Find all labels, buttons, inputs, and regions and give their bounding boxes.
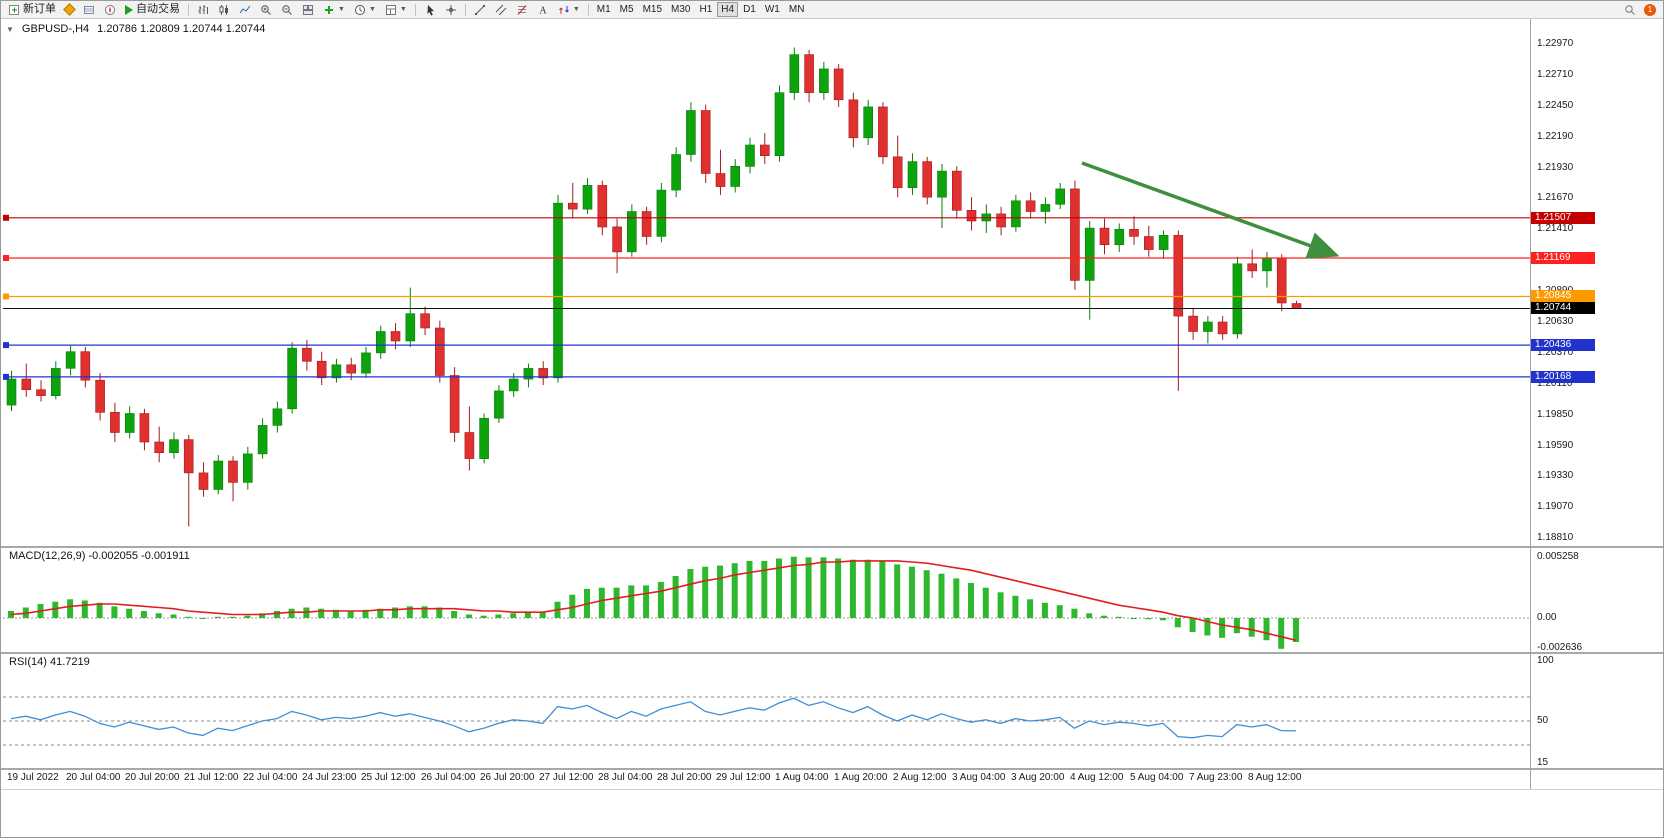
price-axis-border bbox=[1530, 18, 1531, 789]
macd-scale-zero: 0.00 bbox=[1537, 612, 1557, 623]
market-watch-button[interactable] bbox=[61, 2, 78, 17]
macd-panel bbox=[3, 556, 1530, 649]
panel-divider[interactable] bbox=[1, 546, 1663, 548]
cursor-button[interactable] bbox=[420, 2, 440, 17]
toolbar-separator bbox=[464, 3, 466, 16]
bar-chart-icon bbox=[197, 4, 209, 16]
toolbar: 新订单 自动交易 bbox=[1, 1, 1663, 19]
rsi-label: RSI(14) 41.7219 bbox=[9, 656, 90, 668]
tile-windows-button[interactable] bbox=[298, 2, 318, 17]
indicators-button[interactable]: ▼ bbox=[319, 2, 349, 17]
channel-icon bbox=[495, 4, 507, 16]
navigator-icon bbox=[104, 4, 116, 16]
data-window-button[interactable] bbox=[79, 2, 99, 17]
panel-divider[interactable] bbox=[1, 768, 1663, 770]
search-button[interactable] bbox=[1620, 2, 1640, 17]
candles bbox=[6, 47, 1302, 527]
line-chart-button[interactable] bbox=[235, 2, 255, 17]
timeframe-d1-button[interactable]: D1 bbox=[739, 2, 760, 17]
text-icon: A bbox=[537, 4, 549, 16]
periods-button[interactable]: ▼ bbox=[350, 2, 380, 17]
timeframe-m1-button[interactable]: M1 bbox=[593, 2, 615, 17]
chart-frame-bottom bbox=[1, 789, 1663, 790]
toolbar-separator bbox=[587, 3, 589, 16]
rsi-scale-15: 15 bbox=[1537, 757, 1549, 768]
timeframe-w1-button[interactable]: W1 bbox=[761, 2, 784, 17]
horizontal-lines bbox=[3, 214, 1530, 380]
timeframe-mn-button[interactable]: MN bbox=[785, 2, 809, 17]
tile-windows-icon bbox=[302, 4, 314, 16]
fibonacci-button[interactable] bbox=[512, 2, 532, 17]
zoom-out-icon bbox=[281, 4, 293, 16]
navigator-button[interactable] bbox=[100, 2, 120, 17]
chevron-down-icon: ▼ bbox=[368, 5, 376, 13]
search-icon bbox=[1624, 4, 1636, 16]
trend-arrow bbox=[1081, 161, 1340, 259]
macd-scale-min: -0.002636 bbox=[1537, 642, 1583, 653]
arrows-icon bbox=[558, 4, 570, 16]
macd-label: MACD(12,26,9) -0.002055 -0.001911 bbox=[9, 550, 190, 562]
toolbar-separator bbox=[188, 3, 189, 16]
chevron-down-icon: ▼ bbox=[338, 5, 345, 13]
channel-button[interactable] bbox=[491, 2, 511, 17]
autotrading-icon bbox=[125, 4, 133, 15]
candlestick-chart-button[interactable] bbox=[214, 2, 234, 17]
zoom-in-button[interactable] bbox=[256, 2, 276, 17]
chevron-down-icon: ▼ bbox=[399, 5, 407, 13]
text-tool-button[interactable]: A bbox=[533, 2, 553, 17]
autotrading-label: 自动交易 bbox=[136, 3, 180, 15]
zoom-out-button[interactable] bbox=[277, 2, 297, 17]
one-click-trading-toggle[interactable]: ▼ bbox=[6, 24, 14, 34]
chart-title: ▼ GBPUSD-,H4 1.20786 1.20809 1.20744 1.2… bbox=[6, 23, 265, 35]
fibonacci-icon bbox=[516, 4, 528, 16]
arrows-tool-button[interactable]: ▼ bbox=[554, 2, 584, 17]
timeframe-m15-button[interactable]: M15 bbox=[639, 2, 666, 17]
bar-chart-button[interactable] bbox=[193, 2, 213, 17]
timeframe-m5-button[interactable]: M5 bbox=[616, 2, 638, 17]
market-watch-icon bbox=[63, 3, 76, 16]
zoom-in-icon bbox=[260, 4, 272, 16]
toolbar-separator bbox=[414, 3, 416, 16]
data-window-icon bbox=[83, 4, 95, 16]
rsi-scale-100: 100 bbox=[1537, 655, 1554, 666]
notification-badge[interactable]: 1 bbox=[1644, 3, 1656, 16]
symbol-period-label: GBPUSD-,H4 bbox=[21, 23, 90, 35]
panel-divider[interactable] bbox=[1, 652, 1663, 654]
crosshair-button[interactable] bbox=[441, 2, 461, 17]
crosshair-icon bbox=[445, 4, 457, 16]
svg-text:A: A bbox=[539, 5, 547, 16]
templates-icon bbox=[385, 4, 397, 16]
timeframe-h1-button[interactable]: H1 bbox=[695, 2, 716, 17]
rsi-scale-50: 50 bbox=[1537, 715, 1549, 726]
time-axis[interactable] bbox=[1, 770, 1530, 789]
templates-button[interactable]: ▼ bbox=[381, 2, 411, 17]
new-order-button[interactable]: 新订单 bbox=[4, 2, 60, 17]
trendline-icon bbox=[474, 4, 486, 16]
candlestick-chart-icon bbox=[218, 4, 230, 16]
clock-icon bbox=[354, 4, 366, 16]
cursor-icon bbox=[424, 4, 436, 16]
line-chart-icon bbox=[239, 4, 251, 16]
autotrading-button[interactable]: 自动交易 bbox=[121, 2, 184, 17]
timeframe-h4-button[interactable]: H4 bbox=[717, 2, 739, 17]
new-order-label: 新订单 bbox=[23, 3, 56, 15]
macd-scale-max: 0.005258 bbox=[1537, 551, 1579, 562]
rsi-panel bbox=[3, 696, 1530, 746]
indicators-icon bbox=[323, 4, 335, 16]
new-order-icon bbox=[8, 4, 20, 16]
chevron-down-icon: ▼ bbox=[572, 5, 580, 13]
trendline-button[interactable] bbox=[470, 2, 490, 17]
timeframe-m30-button[interactable]: M30 bbox=[667, 2, 694, 17]
ohlc-readout: 1.20786 1.20809 1.20744 1.20744 bbox=[97, 23, 266, 35]
price-axis[interactable] bbox=[1531, 18, 1663, 789]
